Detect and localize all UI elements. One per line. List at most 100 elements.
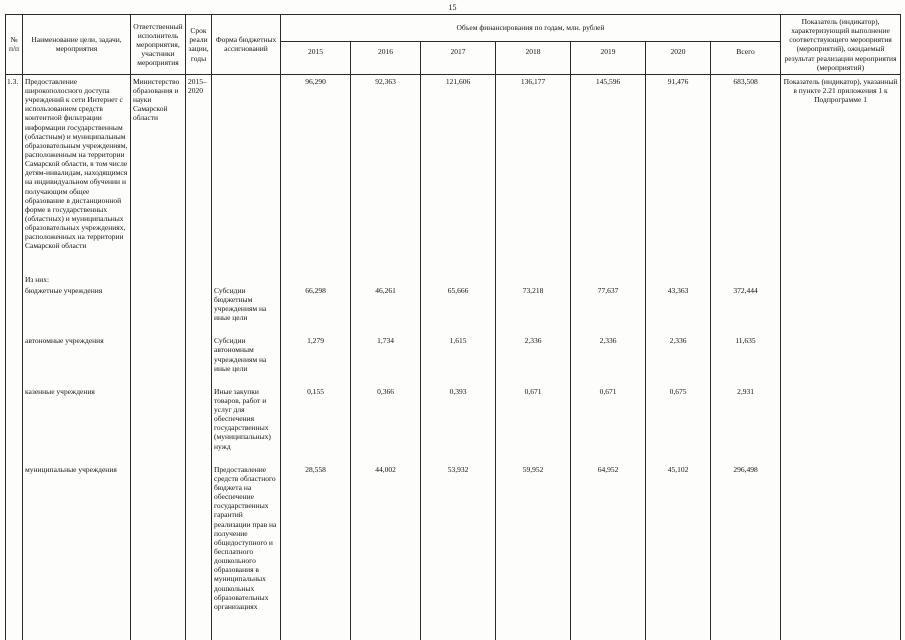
empty-cell [5, 272, 23, 285]
empty-cell [709, 272, 782, 285]
empty-cell [780, 452, 902, 640]
table-row-budget-institutions: бюджетные учреждения Субсидии бюджетным … [5, 284, 902, 325]
empty-cell [5, 452, 23, 640]
financing-value: 66,298 [280, 284, 351, 325]
table-row-municipal-institutions: муниципальные учреждения Предоставление … [5, 452, 902, 640]
financing-value: 683,508 [709, 74, 782, 273]
empty-cell [130, 452, 186, 640]
financing-value: 0,366 [350, 374, 421, 453]
financing-value: 2,336 [495, 324, 571, 375]
subrow-name: автономные учреждения [22, 324, 131, 375]
empty-cell [780, 272, 902, 285]
financing-value: 53,932 [420, 452, 496, 640]
financing-value: 1,734 [350, 324, 421, 375]
empty-cell [185, 284, 212, 325]
financing-value: 43,363 [645, 284, 711, 325]
financing-value: 44,002 [350, 452, 421, 640]
year-header-2019: 2019 [570, 41, 646, 75]
col-header-name: Наименование цели, задачи, мероприятия [22, 14, 131, 75]
activity-period: 2015–2020 [185, 74, 212, 273]
empty-cell [185, 324, 212, 375]
financing-value: 0,393 [420, 374, 496, 453]
subrow-name: бюджетные учреждения [22, 284, 131, 325]
financing-value: 92,363 [350, 74, 421, 273]
subrow-form: Предоставление средств областного бюджет… [211, 452, 281, 640]
table-row-intro: Из них: [5, 272, 902, 285]
financing-value: 65,666 [420, 284, 496, 325]
activity-name: Предоставление широкополосного доступа у… [22, 74, 131, 273]
financing-value: 96,290 [280, 74, 351, 273]
empty-cell [420, 272, 496, 285]
financing-value: 11,635 [709, 324, 782, 375]
financing-value: 64,952 [570, 452, 646, 640]
empty-cell [5, 284, 23, 325]
empty-cell [780, 284, 902, 325]
empty-cell [130, 284, 186, 325]
financing-value: 2,931 [709, 374, 782, 453]
subrows-intro: Из них: [22, 272, 131, 285]
empty-cell [780, 374, 902, 453]
financing-value: 59,952 [495, 452, 571, 640]
financing-value: 1,279 [280, 324, 351, 375]
subrow-form: Субсидии автономным учреждениям на иные … [211, 324, 281, 375]
empty-cell [280, 272, 351, 285]
year-header-2017: 2017 [420, 41, 496, 75]
subrow-name: казенные учреждения [22, 374, 131, 453]
table-row-main: 1.3. Предоставление широкополосного дост… [5, 74, 902, 273]
financing-value: 91,476 [645, 74, 711, 273]
empty-cell [495, 272, 571, 285]
empty-cell [130, 324, 186, 375]
row-number: 1.3. [5, 74, 23, 273]
empty-cell [5, 324, 23, 375]
empty-cell [570, 272, 646, 285]
year-header-2016: 2016 [350, 41, 421, 75]
financing-value: 2,336 [570, 324, 646, 375]
financing-value: 372,444 [709, 284, 782, 325]
year-header-2018: 2018 [495, 41, 571, 75]
year-header-total: Всего [709, 41, 782, 75]
financing-value: 2,336 [645, 324, 711, 375]
table-header-row-2: 2015 2016 2017 2018 2019 2020 Всего [6, 41, 901, 75]
empty-cell [130, 272, 186, 285]
activity-indicator: Показатель (индикатор), указанный в пунк… [780, 74, 902, 273]
empty-cell [185, 272, 212, 285]
financing-value: 1,615 [420, 324, 496, 375]
empty-cell [780, 324, 902, 375]
empty-cell [645, 272, 711, 285]
financing-value: 0,155 [280, 374, 351, 453]
empty-cell [185, 374, 212, 453]
empty-cell [211, 272, 281, 285]
financing-value: 145,596 [570, 74, 646, 273]
table-row-autonomous-institutions: автономные учреждения Субсидии автономны… [5, 324, 902, 375]
activity-executor: Министерство образования и науки Самарск… [130, 74, 186, 273]
empty-cell [5, 374, 23, 453]
financing-value: 28,558 [280, 452, 351, 640]
col-header-period: Срок реализации, годы [185, 14, 212, 75]
empty-cell [130, 374, 186, 453]
empty-cell [350, 272, 421, 285]
table-header-row-1: № п/п Наименование цели, задачи, меропри… [5, 14, 902, 75]
subrow-name: муниципальные учреждения [22, 452, 131, 640]
budget-form-cell [211, 74, 281, 273]
financing-value: 77,637 [570, 284, 646, 325]
subrow-form: Субсидии бюджетным учреждениям на иные ц… [211, 284, 281, 325]
table-row-state-institutions: казенные учреждения Иные закупки товаров… [5, 374, 902, 453]
col-header-num: № п/п [5, 14, 23, 75]
financing-table: № п/п Наименование цели, задачи, меропри… [5, 14, 902, 640]
col-header-indicator: Показатель (индикатор), характеризующий … [780, 14, 902, 75]
financing-value: 121,606 [420, 74, 496, 273]
col-header-form: Форма бюджетных ассигнований [211, 14, 281, 75]
financing-value: 0,675 [645, 374, 711, 453]
financing-value: 46,261 [350, 284, 421, 325]
subrow-form: Иные закупки товаров, работ и услуг для … [211, 374, 281, 453]
financing-value: 73,218 [495, 284, 571, 325]
col-header-financing: Объем финансирования по годам, млн. рубл… [279, 14, 782, 43]
financing-value: 45,102 [645, 452, 711, 640]
financing-value: 296,498 [709, 452, 782, 640]
year-header-2020: 2020 [645, 41, 711, 75]
financing-value: 0,671 [570, 374, 646, 453]
financing-value: 0,671 [495, 374, 571, 453]
financing-value: 136,177 [495, 74, 571, 273]
col-header-executor: Ответственный исполнитель мероприятия, у… [130, 14, 186, 75]
